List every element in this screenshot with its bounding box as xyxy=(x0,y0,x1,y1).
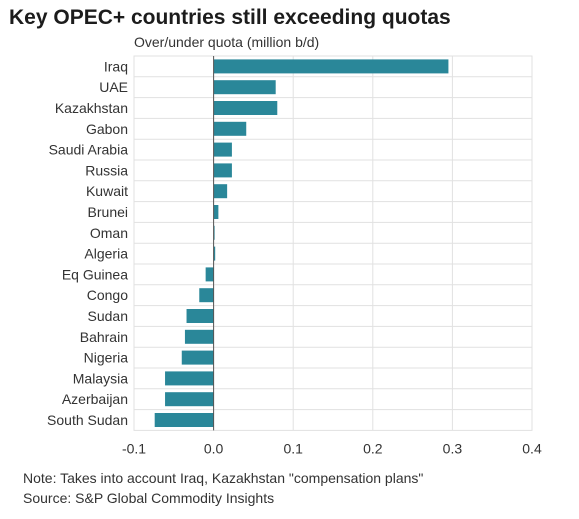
category-label: Algeria xyxy=(84,246,128,262)
category-label: Russia xyxy=(85,162,128,178)
bar-kuwait xyxy=(213,184,228,199)
category-label: Sudan xyxy=(88,308,128,324)
category-label: Brunei xyxy=(88,204,128,220)
category-label: Bahrain xyxy=(80,329,128,345)
bar-saudi-arabia xyxy=(213,142,232,157)
category-label: Congo xyxy=(87,287,128,303)
bar-malaysia xyxy=(165,371,214,386)
bar-south-sudan xyxy=(154,413,214,427)
bars xyxy=(154,59,449,427)
axis-unit-label: Over/under quota (million b/d) xyxy=(134,34,320,50)
bar-russia xyxy=(213,163,232,178)
bar-bahrain xyxy=(184,329,214,344)
category-label: Oman xyxy=(90,225,128,241)
x-tick-label: 0.1 xyxy=(283,440,303,456)
bar-azerbaijan xyxy=(165,392,214,407)
category-label: Kazakhstan xyxy=(55,100,128,116)
category-label: South Sudan xyxy=(47,412,128,428)
bar-gabon xyxy=(213,121,247,136)
x-tick-label: 0.0 xyxy=(204,440,224,456)
category-label: UAE xyxy=(99,79,128,95)
x-tick-label: -0.1 xyxy=(122,440,146,456)
bar-iraq xyxy=(213,59,449,74)
bar-algeria xyxy=(213,246,216,261)
category-label: Gabon xyxy=(86,121,128,137)
bar-brunei xyxy=(213,205,219,219)
bar-eq-guinea xyxy=(205,267,214,282)
category-label: Azerbaijan xyxy=(62,391,128,407)
category-label: Malaysia xyxy=(73,370,128,386)
x-tick-label: 0.2 xyxy=(363,440,383,456)
chart-note: Note: Takes into account Iraq, Kazakhsta… xyxy=(23,470,424,486)
bar-kazakhstan xyxy=(213,101,278,115)
chart-title: Key OPEC+ countries still exceeding quot… xyxy=(9,6,451,29)
x-tick-label: 0.4 xyxy=(522,440,542,456)
category-label: Nigeria xyxy=(84,350,129,366)
x-tick-labels: -0.1 0.0 0.1 0.2 0.3 0.4 xyxy=(122,440,542,456)
bar-sudan xyxy=(186,309,214,323)
bar-uae xyxy=(213,80,276,95)
chart-source: Source: S&P Global Commodity Insights xyxy=(23,490,275,506)
category-label: Eq Guinea xyxy=(62,266,128,282)
category-label: Kuwait xyxy=(86,183,128,199)
category-labels: Iraq UAE Kazakhstan Gabon Saudi Arabia Russia… xyxy=(47,58,128,428)
category-label: Iraq xyxy=(104,58,128,74)
bar-congo xyxy=(199,288,214,303)
x-tick-label: 0.3 xyxy=(443,440,463,456)
category-label: Saudi Arabia xyxy=(49,142,129,158)
bar-nigeria xyxy=(181,350,214,365)
